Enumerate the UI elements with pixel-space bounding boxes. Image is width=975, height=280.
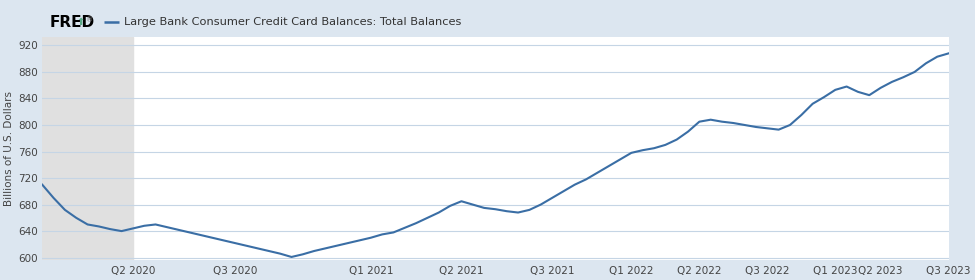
Y-axis label: Billions of U.S. Dollars: Billions of U.S. Dollars [4, 91, 15, 206]
Text: ®: ® [86, 17, 93, 23]
Text: FRED: FRED [50, 15, 95, 30]
Text: ⬆: ⬆ [77, 17, 85, 27]
Text: Large Bank Consumer Credit Card Balances: Total Balances: Large Bank Consumer Credit Card Balances… [124, 17, 461, 27]
Bar [42, 38, 133, 260]
